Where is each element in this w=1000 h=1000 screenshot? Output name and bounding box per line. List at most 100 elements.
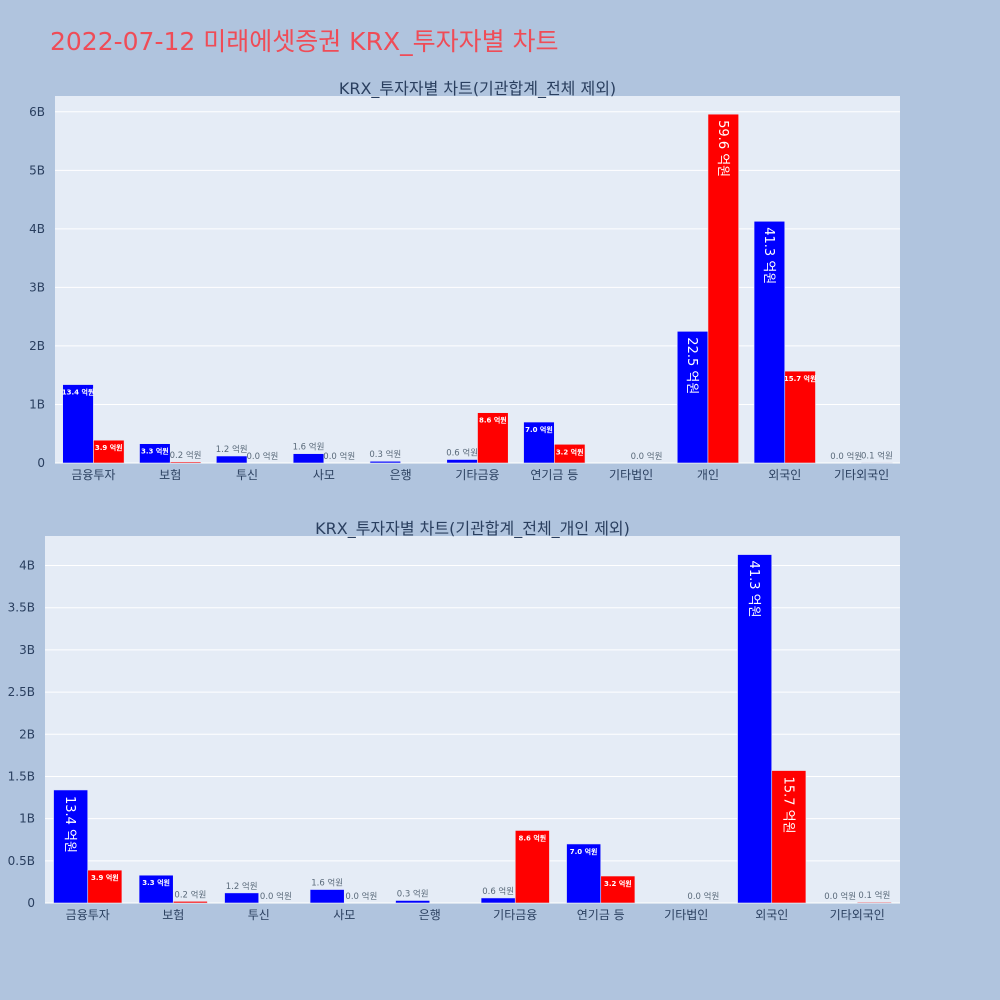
data-label: 41.3 억원 [746,561,761,618]
y-tick-label: 2.5B [8,685,35,699]
y-tick-label: 4B [19,559,35,573]
data-label: 0.0 억원 [830,451,862,462]
x-tick-label: 외국인 [768,468,801,482]
data-label: 0.0 억원 [345,891,377,902]
data-label: 0.1 억원 [858,890,890,901]
bar [172,901,208,904]
y-tick-label: 2B [29,339,45,353]
data-label: 0.6 억원 [446,447,478,458]
bar [93,439,125,464]
data-label: 3.2 억원 [604,879,632,888]
bar [861,462,893,464]
data-label: 1.2 억원 [216,444,248,455]
bar [87,869,123,904]
bar [369,460,401,464]
data-label: 3.3 억원 [142,878,170,887]
data-label: 15.7 억원 [780,777,795,834]
data-label: 0.2 억원 [174,889,206,900]
data-label: 0.0 억원 [631,451,663,462]
data-label: 7.0 억원 [525,425,553,434]
x-tick-label: 투신 [236,468,258,482]
bar [62,384,94,464]
x-tick-label: 사모 [313,468,335,482]
y-tick-label: 5B [29,163,45,177]
data-label: 1.6 억원 [311,878,343,889]
y-tick-label: 3B [29,280,45,294]
x-tick-label: 연기금 등 [530,468,578,482]
bar [566,843,602,904]
x-tick-label: 금융투자 [71,468,115,482]
x-tick-label: 보험 [162,908,184,922]
bar [707,113,739,464]
data-label: 0.3 억원 [369,449,401,460]
y-tick-label: 0 [27,896,35,910]
bar [771,770,807,904]
bar [216,455,248,464]
bar [169,461,202,464]
x-tick-label: 보험 [159,468,181,482]
data-label: 0.0 억원 [246,451,278,462]
data-label: 3.9 억원 [91,873,119,882]
data-label: 0.0 억원 [323,451,355,462]
data-label: 1.6 억원 [293,442,325,453]
y-tick-label: 0.5B [8,854,35,868]
data-label: 8.6 억원 [479,416,507,425]
data-label: 0.3 억원 [397,888,429,899]
data-label: 22.5 억원 [684,337,699,394]
chart-top: KRX_투자자별 차트(기관합계_전체 제외) 0 1B 2B 3B 4B 5B 6B 13.4… [29,79,900,482]
x-tick-label: 기타금융 [493,908,537,922]
y-tick-label: 4B [29,222,45,236]
data-label: 0.6 억원 [482,886,514,897]
bar [309,889,345,904]
data-label: 0.0 억원 [824,891,856,902]
bar [480,897,516,904]
x-tick-label: 은행 [390,467,412,482]
bar [737,554,773,904]
data-label: 0.0 억원 [687,891,719,902]
x-tick-label: 개인 [697,468,719,482]
chart-title: KRX_투자자별 차트(기관합계_전체 제외) [339,79,616,99]
bar [753,220,786,464]
bar [139,443,171,464]
bar [446,459,478,464]
y-tick-label: 1.5B [8,769,35,783]
x-tick-label: 기타외국인 [830,908,885,922]
x-tick-label: 기타법인 [609,468,653,482]
data-label: 3.9 억원 [95,443,123,452]
x-tick-label: 연기금 등 [577,908,625,922]
bar [523,421,555,464]
y-tick-label: 3B [19,643,35,657]
data-label: 0.0 억원 [260,891,292,902]
y-tick-label: 0 [37,456,45,470]
bar [395,900,431,904]
bar [600,875,636,904]
data-label: 3.2 억원 [556,447,584,456]
page-title: 2022-07-12 미래에셋증권 KRX_투자자별 차트 [50,27,559,56]
y-tick-label: 1B [29,397,45,411]
bar [676,331,709,464]
bar [514,830,550,904]
data-label: 59.6 억원 [715,120,730,177]
data-label: 41.3 억원 [761,227,776,284]
x-tick-label: 기타외국인 [834,468,889,482]
x-tick-label: 투신 [248,908,270,922]
x-tick-label: 외국인 [755,908,788,922]
y-tick-label: 3.5B [8,601,35,615]
y-tick-label: 1B [19,812,35,826]
data-label: 15.7 억원 [784,374,817,383]
bar [477,412,509,464]
y-tick-label: 2B [19,727,35,741]
data-label: 0.1 억원 [861,450,893,461]
data-label: 7.0 억원 [570,847,598,856]
x-tick-label: 기타금융 [455,468,499,482]
bar [138,874,174,904]
data-label: 8.6 억원 [518,833,546,842]
x-tick-label: 금융투자 [66,908,110,922]
data-label: 13.4 억원 [62,796,77,853]
bar [856,901,892,904]
chart-title: KRX_투자자별 차트(기관합계_전체_개인 제외) [315,519,630,539]
x-tick-label: 기타법인 [664,908,708,922]
data-label: 13.4 억원 [62,388,95,397]
bar [224,892,260,904]
